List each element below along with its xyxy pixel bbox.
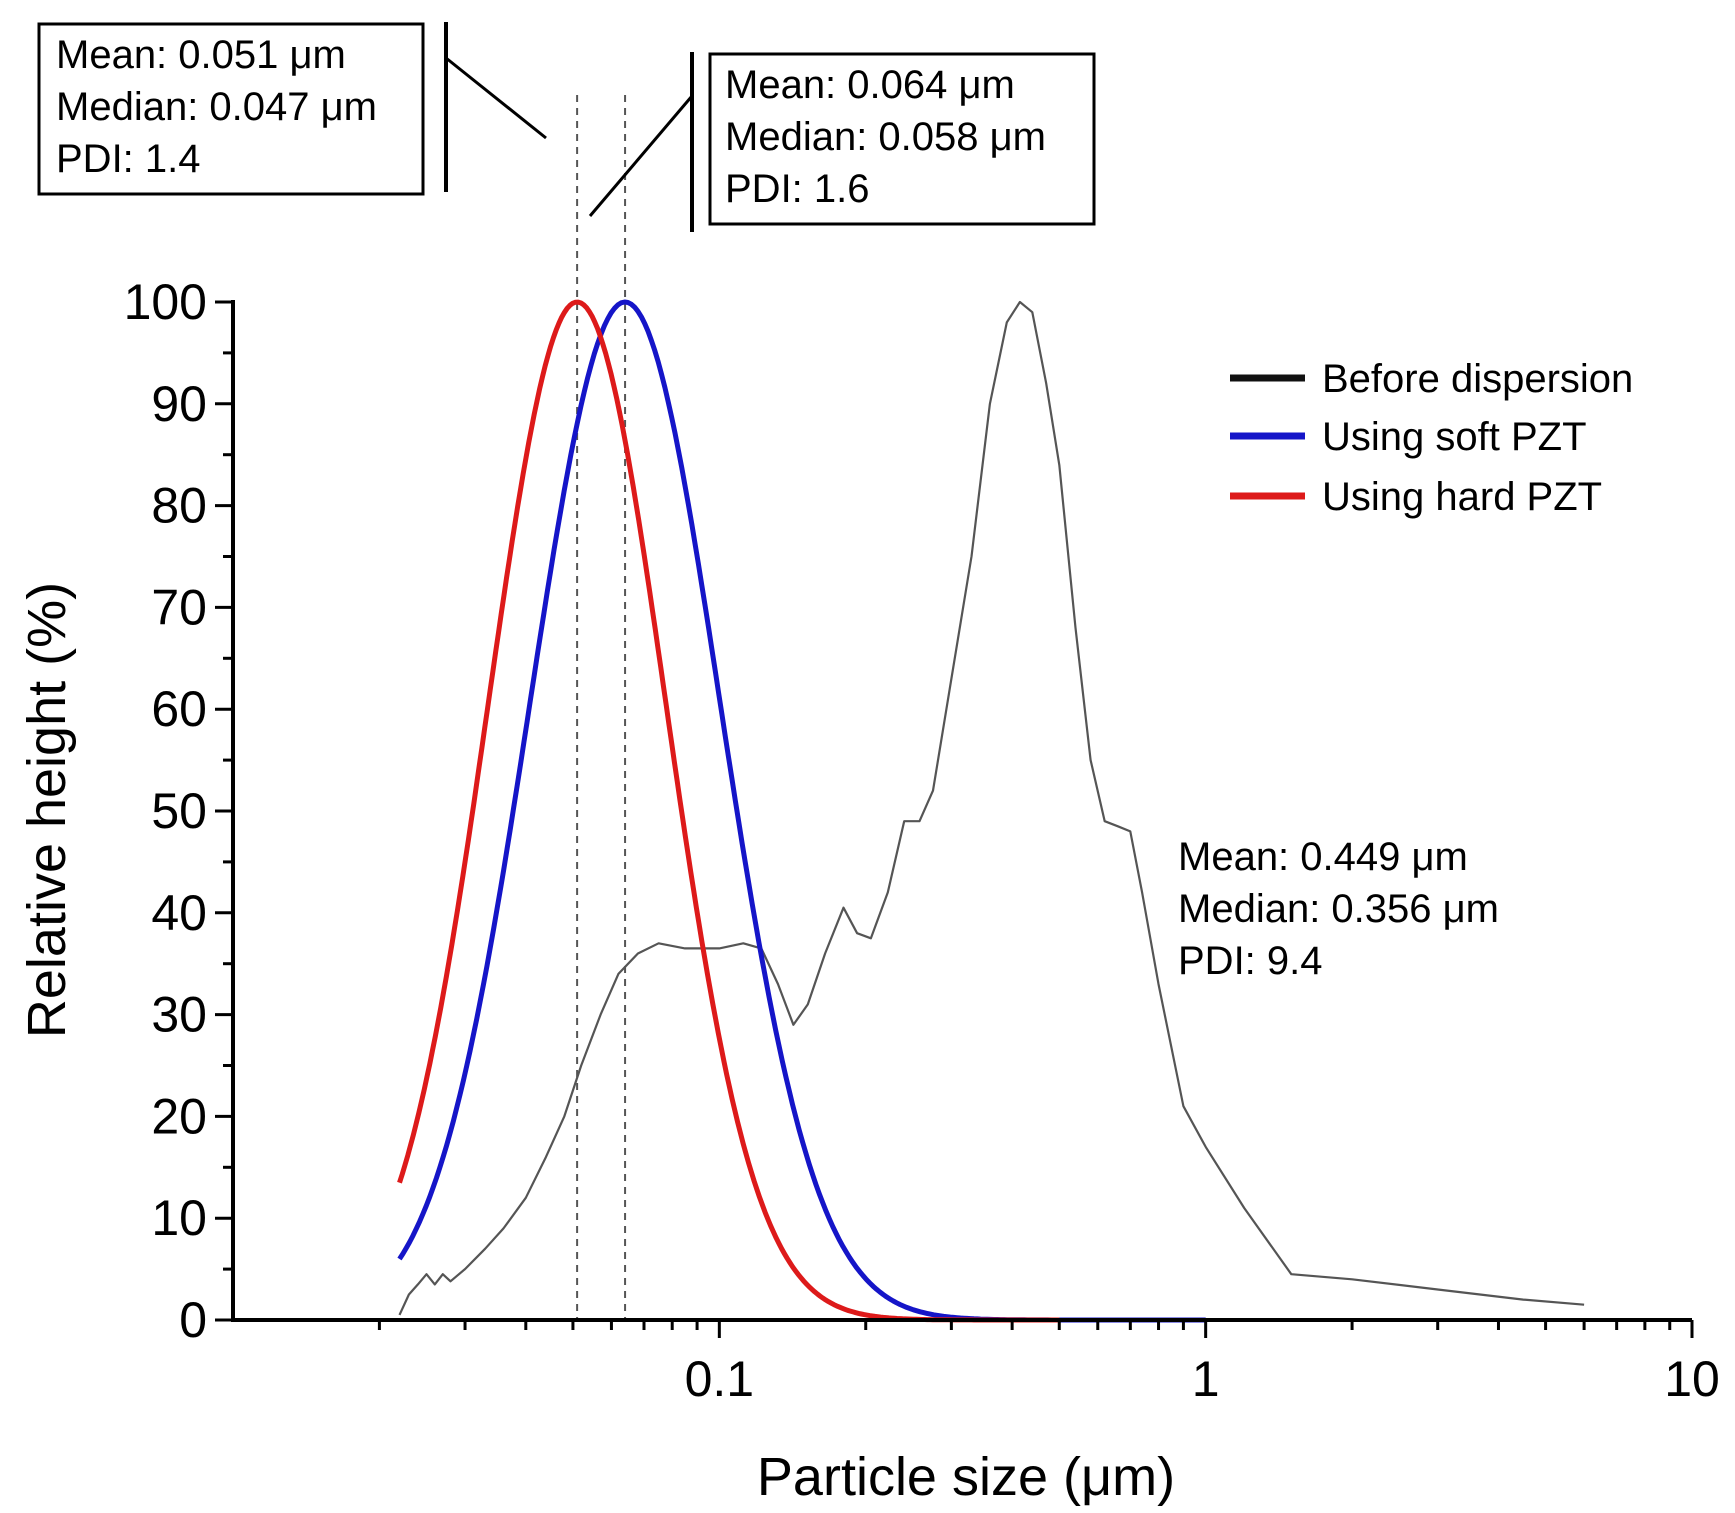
y-axis-title: Relative height (%) <box>17 582 77 1038</box>
axes: 0 10 20 30 40 50 60 70 80 90 100 0.1 1 10 <box>124 274 1720 1407</box>
y-tick-label-0: 0 <box>179 1292 207 1348</box>
annotation-soft-pdi: PDI: 1.6 <box>725 167 870 211</box>
annotation-hard-median: Median: 0.047 μm <box>56 85 377 129</box>
legend-label-before: Before dispersion <box>1322 357 1633 401</box>
y-tick-label-100: 100 <box>124 274 207 330</box>
series-using-soft-pzt <box>397 299 1206 1323</box>
legend-label-soft: Using soft PZT <box>1322 415 1587 459</box>
x-tick-label-10: 10 <box>1664 1351 1720 1407</box>
annotation-soft: Mean: 0.064 μm Median: 0.058 μm PDI: 1.6 <box>588 52 1096 232</box>
annotation-hard-leader <box>445 56 547 140</box>
annotation-soft-leader <box>588 95 694 217</box>
x-ticks: 0.1 1 10 <box>377 1320 1720 1407</box>
y-ticks: 0 10 20 30 40 50 60 70 80 90 100 <box>124 274 233 1348</box>
legend-label-hard: Using hard PZT <box>1322 475 1602 519</box>
annotation-before-mean: Mean: 0.449 μm <box>1178 835 1468 879</box>
y-tick-label-10: 10 <box>151 1190 207 1246</box>
x-axis-title: Particle size (μm) <box>757 1447 1175 1507</box>
x-tick-label-0.1: 0.1 <box>685 1351 755 1407</box>
annotation-soft-median: Median: 0.058 μm <box>725 115 1046 159</box>
y-tick-label-70: 70 <box>151 579 207 635</box>
annotation-hard-mean: Mean: 0.051 μm <box>56 33 346 77</box>
annotation-hard-box <box>37 22 425 196</box>
annotation-hard-pdi: PDI: 1.4 <box>56 137 201 181</box>
legend: Before dispersion Using soft PZT Using h… <box>1230 357 1633 519</box>
annotation-hard: Mean: 0.051 μm Median: 0.047 μm PDI: 1.4 <box>37 22 547 196</box>
annotation-soft-box <box>708 52 1096 226</box>
annotation-before-median: Median: 0.356 μm <box>1178 887 1499 931</box>
y-tick-label-20: 20 <box>151 1088 207 1144</box>
y-tick-label-50: 50 <box>151 783 207 839</box>
mean-reference-lines <box>576 95 627 1320</box>
y-tick-label-80: 80 <box>151 478 207 534</box>
annotation-before-pdi: PDI: 9.4 <box>1178 939 1323 983</box>
y-tick-label-30: 30 <box>151 987 207 1043</box>
annotation-soft-mean: Mean: 0.064 μm <box>725 63 1015 107</box>
series-using-hard-pzt <box>397 299 1060 1323</box>
y-tick-label-90: 90 <box>151 376 207 432</box>
y-tick-label-60: 60 <box>151 681 207 737</box>
y-tick-label-40: 40 <box>151 885 207 941</box>
annotation-before: Mean: 0.449 μm Median: 0.356 μm PDI: 9.4 <box>1178 835 1499 983</box>
series-before-dispersion <box>398 300 1585 1316</box>
x-tick-label-1: 1 <box>1192 1351 1220 1407</box>
